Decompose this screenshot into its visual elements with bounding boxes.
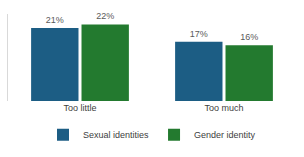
svg-text:Too little: Too little	[63, 103, 96, 113]
svg-text:21%: 21%	[46, 15, 64, 25]
svg-text:Too much: Too much	[204, 103, 243, 113]
svg-text:16%: 16%	[240, 32, 258, 42]
svg-text:Sexual identities: Sexual identities	[83, 130, 149, 140]
svg-text:22%: 22%	[96, 11, 114, 21]
svg-text:Gender identity: Gender identity	[194, 130, 256, 140]
svg-text:17%: 17%	[190, 29, 208, 39]
